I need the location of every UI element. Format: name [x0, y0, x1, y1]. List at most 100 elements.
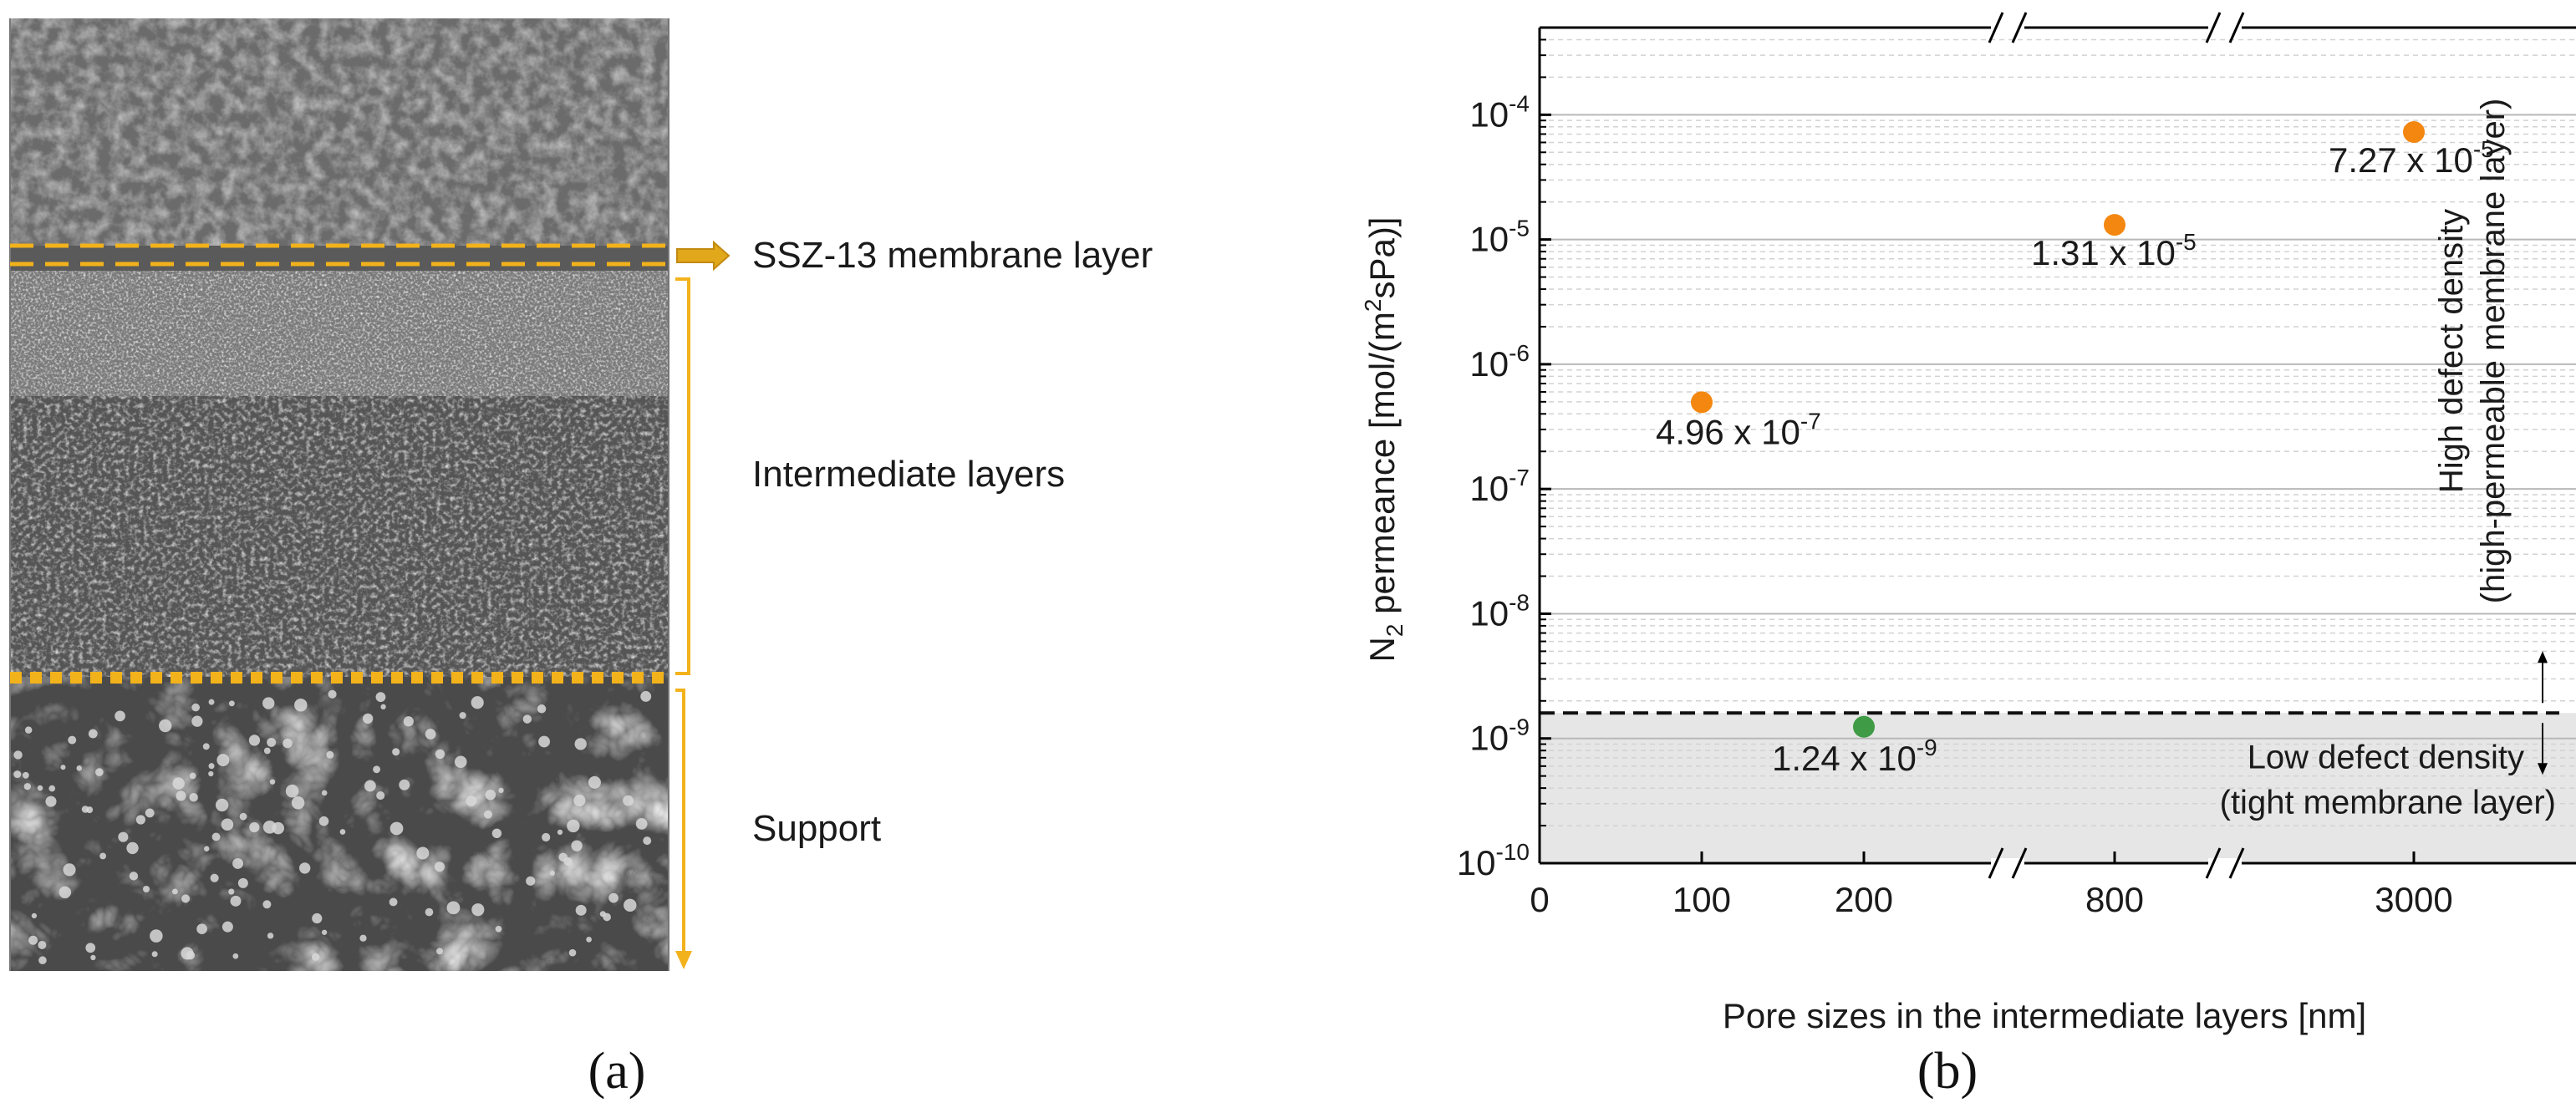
support-particle — [99, 852, 107, 860]
y-tick-label: 10-4 — [1469, 90, 1530, 134]
support-particle — [90, 954, 96, 961]
minor-gridlines — [1540, 38, 2576, 826]
support-particle — [208, 699, 215, 705]
support-particle — [135, 815, 145, 825]
intermediate-bracket — [675, 277, 690, 675]
support-particle — [172, 888, 178, 895]
y-tick-label: 10-10 — [1457, 839, 1530, 882]
support-particle — [538, 735, 550, 748]
support-particle — [294, 699, 308, 712]
support-particle — [498, 787, 504, 794]
y-tick-label: 10-8 — [1469, 589, 1530, 633]
support-particle — [221, 818, 234, 831]
support-particle — [537, 704, 547, 714]
support-particle — [471, 903, 485, 917]
y-tick-label: 10-7 — [1469, 465, 1530, 508]
support-particle — [588, 775, 601, 789]
support-particle — [312, 912, 323, 924]
support-particle — [557, 829, 563, 836]
axis-break-gap — [2208, 858, 2242, 868]
support-particle — [285, 784, 299, 798]
x-tick-label: 200 — [1835, 880, 1893, 919]
support-particle — [215, 798, 229, 812]
support-particle — [454, 755, 467, 769]
support-particle — [425, 907, 434, 917]
y-tick-label: 10-9 — [1469, 714, 1530, 758]
support-particle — [392, 748, 400, 756]
y-tick-label: 10-6 — [1469, 340, 1530, 384]
support-particle — [298, 862, 311, 874]
support-particle — [142, 885, 150, 893]
support-particle — [126, 841, 139, 855]
support-particle — [38, 956, 47, 965]
support-particle — [435, 749, 445, 760]
axis-break-gap — [1991, 23, 2024, 33]
high-defect-sublabel: (high-permeable membrane layer) — [2475, 99, 2512, 604]
support-particle — [640, 690, 652, 702]
support-particle — [399, 779, 410, 790]
axis-break-slash — [2205, 12, 2222, 43]
data-point-label: 7.27 x 10-5 — [2329, 136, 2494, 180]
data-point — [1853, 715, 1875, 738]
sem-cross-section-image — [10, 18, 669, 971]
support-particle — [373, 765, 381, 774]
y-axis-label: N2 permeance [mol/(m2sPa)] — [1360, 217, 1408, 663]
support-particle — [471, 696, 484, 709]
support-particle — [232, 858, 243, 869]
support-particle — [85, 943, 96, 953]
support-particle — [624, 898, 637, 912]
support-particle — [491, 828, 502, 839]
support-particle — [549, 870, 555, 876]
support-particle — [574, 738, 587, 750]
support-particle — [248, 734, 261, 746]
support-particle — [434, 862, 445, 872]
support-particle — [230, 895, 242, 907]
support-particle — [38, 940, 47, 950]
y-tick-label: 10-5 — [1469, 216, 1530, 259]
support-particle — [221, 921, 233, 933]
data-points: 4.96 x 10-7 1.31 x 10-5 7.27 x 10-5 1.24 x … — [1656, 121, 2494, 778]
data-point-label: 4.96 x 10-7 — [1656, 408, 1821, 451]
support-particle — [269, 779, 276, 785]
support-particle — [37, 785, 43, 791]
data-point-label: 1.31 x 10-5 — [2031, 229, 2197, 272]
support-particle — [321, 790, 328, 796]
support-particle — [375, 692, 386, 703]
axis-break-slash — [2205, 847, 2222, 879]
support-particle — [181, 894, 191, 903]
low-defect-sublabel: (tight membrane layer) — [2220, 784, 2556, 821]
support-particle — [196, 923, 207, 935]
support-particle — [191, 703, 200, 712]
support-particle — [262, 821, 277, 834]
support-particle — [608, 892, 619, 903]
support-particle — [81, 806, 89, 813]
support-particle — [586, 937, 592, 943]
axis-break-slash — [2228, 847, 2245, 879]
support-particle — [483, 810, 492, 819]
x-tick-label: 100 — [1672, 880, 1731, 919]
support-particle — [318, 816, 329, 826]
support-particle — [45, 795, 57, 807]
support-particle — [150, 929, 163, 943]
plot-frame — [1538, 26, 2576, 865]
support-particle — [202, 743, 210, 750]
support-particle — [23, 783, 32, 790]
support-particle — [63, 863, 76, 877]
data-point — [2104, 214, 2125, 236]
panel-b-caption: (b) — [1917, 1043, 1978, 1100]
support-particle — [389, 897, 398, 907]
data-point — [2403, 121, 2425, 144]
support-particle — [267, 737, 277, 747]
support-particle — [575, 904, 587, 916]
support-particle — [76, 765, 83, 771]
support-particle — [311, 953, 320, 961]
x-tick-label: 800 — [2085, 880, 2144, 919]
support-particle — [216, 754, 230, 767]
support-particle — [599, 911, 606, 917]
membrane-arrow-icon — [676, 240, 731, 272]
axis-break-gap — [1991, 858, 2024, 868]
support-particle — [159, 719, 172, 733]
axis-break-slash — [2011, 847, 2028, 879]
support-particle — [228, 888, 235, 895]
support-particle — [186, 951, 196, 960]
